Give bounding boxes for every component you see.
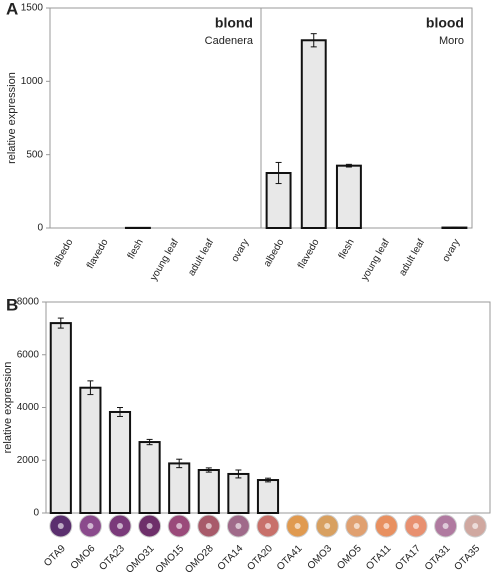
x-tick-label: adult leaf xyxy=(186,237,216,278)
fruit-core xyxy=(353,523,360,529)
x-tick-label: OTA23 xyxy=(97,543,127,573)
fruit-core xyxy=(294,523,301,529)
fruit-core xyxy=(117,523,123,529)
panel-label: B xyxy=(6,295,18,314)
x-tick-label: young leaf xyxy=(148,237,181,283)
group-subtitle: Cadenera xyxy=(205,35,254,47)
x-tick-label: OTA41 xyxy=(275,543,305,573)
fruit-core xyxy=(146,523,153,529)
y-tick-label: 1500 xyxy=(21,3,44,14)
x-tick-label: OTA20 xyxy=(245,543,275,573)
x-tick-label: ovary xyxy=(230,237,252,264)
y-tick-label: 6000 xyxy=(17,349,40,360)
y-tick-label: 2000 xyxy=(17,455,40,466)
y-tick-label: 1000 xyxy=(21,76,44,87)
x-tick-label: ovary xyxy=(441,237,463,264)
x-tick-label: young leaf xyxy=(359,237,392,283)
fruit-core xyxy=(265,523,271,529)
x-tick-label: OMO15 xyxy=(154,543,187,576)
x-tick-label: OMO6 xyxy=(69,543,98,572)
bar xyxy=(335,164,362,230)
x-tick-label: OTA11 xyxy=(364,543,393,572)
group-subtitle: Moro xyxy=(439,35,464,47)
x-tick-label: albedo xyxy=(262,237,287,269)
bar xyxy=(168,462,191,515)
x-tick-label: OTA31 xyxy=(423,543,453,573)
y-tick-label: 8000 xyxy=(17,297,40,308)
x-tick-label: flesh xyxy=(126,237,146,261)
y-tick-label: 500 xyxy=(26,149,43,160)
bar xyxy=(256,479,280,514)
x-tick-label: flavedo xyxy=(85,237,111,271)
fruit-core xyxy=(413,523,419,529)
fruit-core xyxy=(57,523,64,529)
fruit-core xyxy=(205,523,212,529)
fruit-core xyxy=(235,523,242,529)
x-tick-label: OTA35 xyxy=(453,543,483,573)
y-axis-label: relative expression xyxy=(2,362,14,454)
fruit-core xyxy=(472,523,479,529)
y-tick-label: 4000 xyxy=(17,402,40,413)
group-title: blood xyxy=(426,15,464,31)
panel-label: A xyxy=(6,0,18,18)
fruit-core xyxy=(383,523,390,529)
fruit-core xyxy=(176,523,183,529)
x-tick-label: OTA9 xyxy=(42,543,68,569)
group-title: blond xyxy=(215,15,253,31)
bar xyxy=(227,472,250,514)
x-tick-label: adult leaf xyxy=(397,237,427,278)
x-tick-label: OMO31 xyxy=(124,543,157,576)
y-tick-label: 0 xyxy=(33,508,39,519)
bar xyxy=(197,469,220,515)
bar xyxy=(138,441,161,514)
bar xyxy=(108,410,132,515)
y-axis-label: relative expression xyxy=(6,72,18,164)
fruit-core xyxy=(87,523,94,529)
fruit-core xyxy=(324,523,331,529)
x-tick-label: OMO3 xyxy=(306,543,335,572)
x-tick-label: flesh xyxy=(337,237,357,261)
bar xyxy=(49,322,72,514)
y-tick-label: 0 xyxy=(37,223,43,234)
bar xyxy=(79,386,102,514)
bar xyxy=(300,39,327,230)
x-tick-label: albedo xyxy=(51,237,76,269)
x-tick-label: OMO5 xyxy=(335,543,364,572)
x-tick-label: OTA17 xyxy=(393,543,423,573)
fruit-core xyxy=(442,523,449,529)
x-tick-label: OTA14 xyxy=(216,543,246,573)
x-tick-label: OMO28 xyxy=(183,543,216,576)
x-tick-label: flavedo xyxy=(296,237,322,271)
